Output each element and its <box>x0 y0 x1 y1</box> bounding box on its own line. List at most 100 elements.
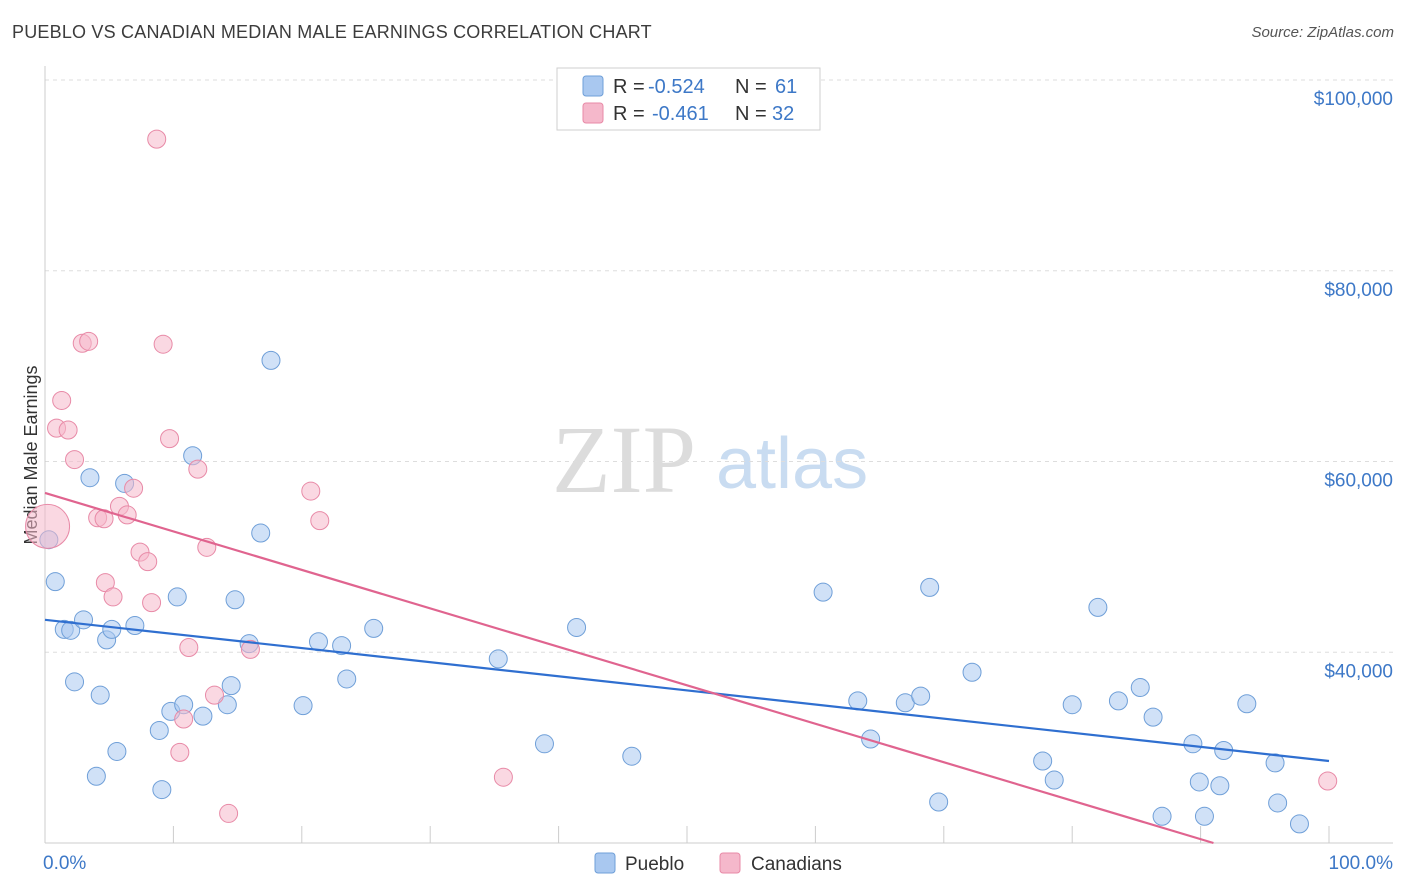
watermark-atlas: atlas <box>716 424 868 504</box>
point-canadians-10 <box>103 587 123 607</box>
point-canadians-16 <box>142 593 162 613</box>
y-tick-label-40000: $40,000 <box>1324 661 1393 682</box>
legend-swatch-pueblo <box>582 75 604 97</box>
point-pueblo-23 <box>225 590 245 610</box>
point-pueblo-41 <box>920 577 940 597</box>
point-pueblo-6 <box>80 468 100 488</box>
point-pueblo-22 <box>221 676 241 696</box>
point-pueblo-5 <box>74 610 94 630</box>
legend-bottom-swatch-canadians <box>719 852 741 874</box>
legend-bottom-swatch-pueblo <box>594 852 616 874</box>
point-pueblo-10 <box>102 619 122 639</box>
legend-r-value-canadians: -0.461 <box>652 103 709 125</box>
point-pueblo-58 <box>1265 753 1285 773</box>
point-canadians-25 <box>204 685 224 705</box>
point-pueblo-27 <box>293 696 313 716</box>
point-pueblo-28 <box>308 632 328 652</box>
point-canadians-20 <box>170 742 190 762</box>
data-points <box>25 129 1338 834</box>
point-pueblo-48 <box>1108 691 1128 711</box>
point-pueblo-11 <box>107 741 127 761</box>
point-canadians-15 <box>138 552 158 572</box>
point-canadians-4 <box>65 450 85 470</box>
point-canadians-3 <box>58 420 78 440</box>
point-canadians-21 <box>174 709 194 729</box>
point-pueblo-37 <box>848 691 868 711</box>
legend-n-value-canadians: 32 <box>772 103 794 125</box>
legend-n-label-pueblo: N = <box>735 76 767 98</box>
point-canadians-17 <box>147 129 167 149</box>
point-canadians-6 <box>79 331 99 351</box>
point-pueblo-36 <box>813 582 833 602</box>
point-pueblo-57 <box>1237 694 1257 714</box>
y-tick-label-100000: $100,000 <box>1314 89 1393 110</box>
point-pueblo-13 <box>125 616 145 636</box>
y-tick-label-80000: $80,000 <box>1324 280 1393 301</box>
point-canadians-23 <box>188 459 208 479</box>
point-pueblo-34 <box>567 617 587 637</box>
y-tick-labels: $40,000 $60,000 $80,000 $100,000 <box>1314 89 1393 682</box>
point-pueblo-4 <box>65 672 85 692</box>
legend-swatch-canadians <box>582 102 604 124</box>
point-pueblo-20 <box>193 706 213 726</box>
point-canadians-0 <box>25 503 71 549</box>
point-pueblo-45 <box>1044 770 1064 790</box>
point-pueblo-25 <box>251 523 271 543</box>
trend-line-canadians <box>44 491 1214 845</box>
point-pueblo-7 <box>86 766 106 786</box>
point-pueblo-42 <box>929 792 949 812</box>
watermark-zip: ZIP <box>552 406 696 513</box>
point-pueblo-17 <box>167 587 187 607</box>
point-canadians-26 <box>219 803 239 823</box>
point-pueblo-32 <box>488 649 508 669</box>
point-canadians-31 <box>1318 771 1338 791</box>
point-pueblo-51 <box>1152 806 1172 826</box>
legend-bottom-label-canadians: Canadians <box>751 854 842 875</box>
point-canadians-19 <box>160 429 180 449</box>
point-pueblo-60 <box>1289 814 1309 834</box>
point-pueblo-44 <box>1033 751 1053 771</box>
point-pueblo-31 <box>364 618 384 638</box>
point-canadians-13 <box>124 478 144 498</box>
chart-title: PUEBLO VS CANADIAN MEDIAN MALE EARNINGS … <box>12 22 652 42</box>
y-tick-label-60000: $60,000 <box>1324 471 1393 492</box>
x-tick-label-min: 0.0% <box>43 853 86 874</box>
point-pueblo-8 <box>90 685 110 705</box>
point-canadians-18 <box>153 334 173 354</box>
y-axis-label: Median Male Earnings <box>21 365 41 544</box>
point-pueblo-15 <box>152 780 172 800</box>
trend-line-pueblo <box>44 618 1330 763</box>
point-pueblo-53 <box>1189 772 1209 792</box>
point-canadians-28 <box>301 481 321 501</box>
point-pueblo-55 <box>1210 776 1230 796</box>
point-pueblo-54 <box>1194 806 1214 826</box>
legend-top: R = -0.524 N = 61 R = -0.461 N = 32 <box>556 67 821 131</box>
point-pueblo-30 <box>337 669 357 689</box>
axes <box>44 66 1393 844</box>
chart-source: Source: ZipAtlas.com <box>1251 24 1394 41</box>
point-pueblo-43 <box>962 662 982 682</box>
legend-r-label-canadians: R = <box>613 103 645 125</box>
point-pueblo-46 <box>1062 695 1082 715</box>
point-pueblo-21 <box>217 695 237 715</box>
legend-bottom-label-pueblo: Pueblo <box>625 854 684 875</box>
point-pueblo-59 <box>1268 793 1288 813</box>
trend-lines <box>44 491 1330 845</box>
x-tick-label-max: 100.0% <box>1329 853 1394 874</box>
point-canadians-29 <box>310 511 330 531</box>
legend-n-label-canadians: N = <box>735 103 767 125</box>
point-pueblo-33 <box>534 734 554 754</box>
point-pueblo-52 <box>1183 734 1203 754</box>
point-pueblo-29 <box>332 636 352 656</box>
point-pueblo-14 <box>149 720 169 740</box>
point-pueblo-3 <box>61 620 81 640</box>
legend-r-label-pueblo: R = <box>613 76 645 98</box>
point-pueblo-26 <box>261 350 281 370</box>
point-canadians-27 <box>240 639 260 659</box>
point-pueblo-47 <box>1088 597 1108 617</box>
point-canadians-30 <box>493 767 513 787</box>
point-pueblo-49 <box>1130 678 1150 698</box>
point-canadians-2 <box>52 390 72 410</box>
point-pueblo-40 <box>911 686 931 706</box>
